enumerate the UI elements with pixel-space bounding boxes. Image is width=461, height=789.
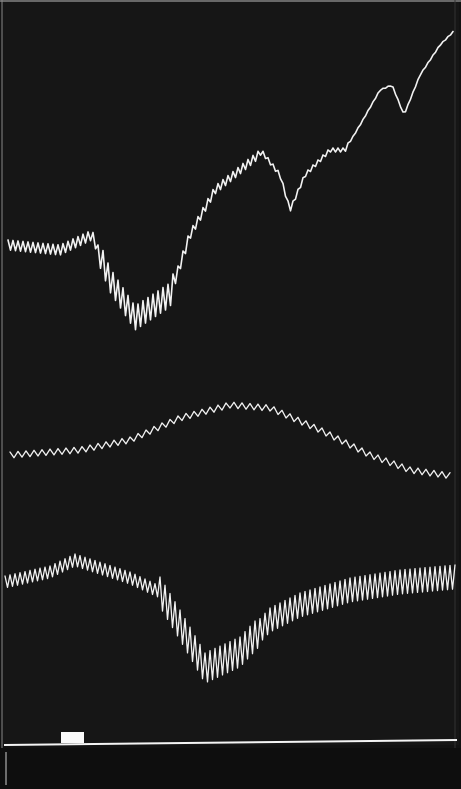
signal-marker <box>61 732 84 743</box>
signal-line <box>3 739 458 746</box>
bottom-strip <box>0 748 461 789</box>
trace-upper <box>7 30 454 331</box>
trace-middle <box>9 401 451 479</box>
record-field <box>2 0 459 745</box>
trace-lower <box>4 553 456 683</box>
